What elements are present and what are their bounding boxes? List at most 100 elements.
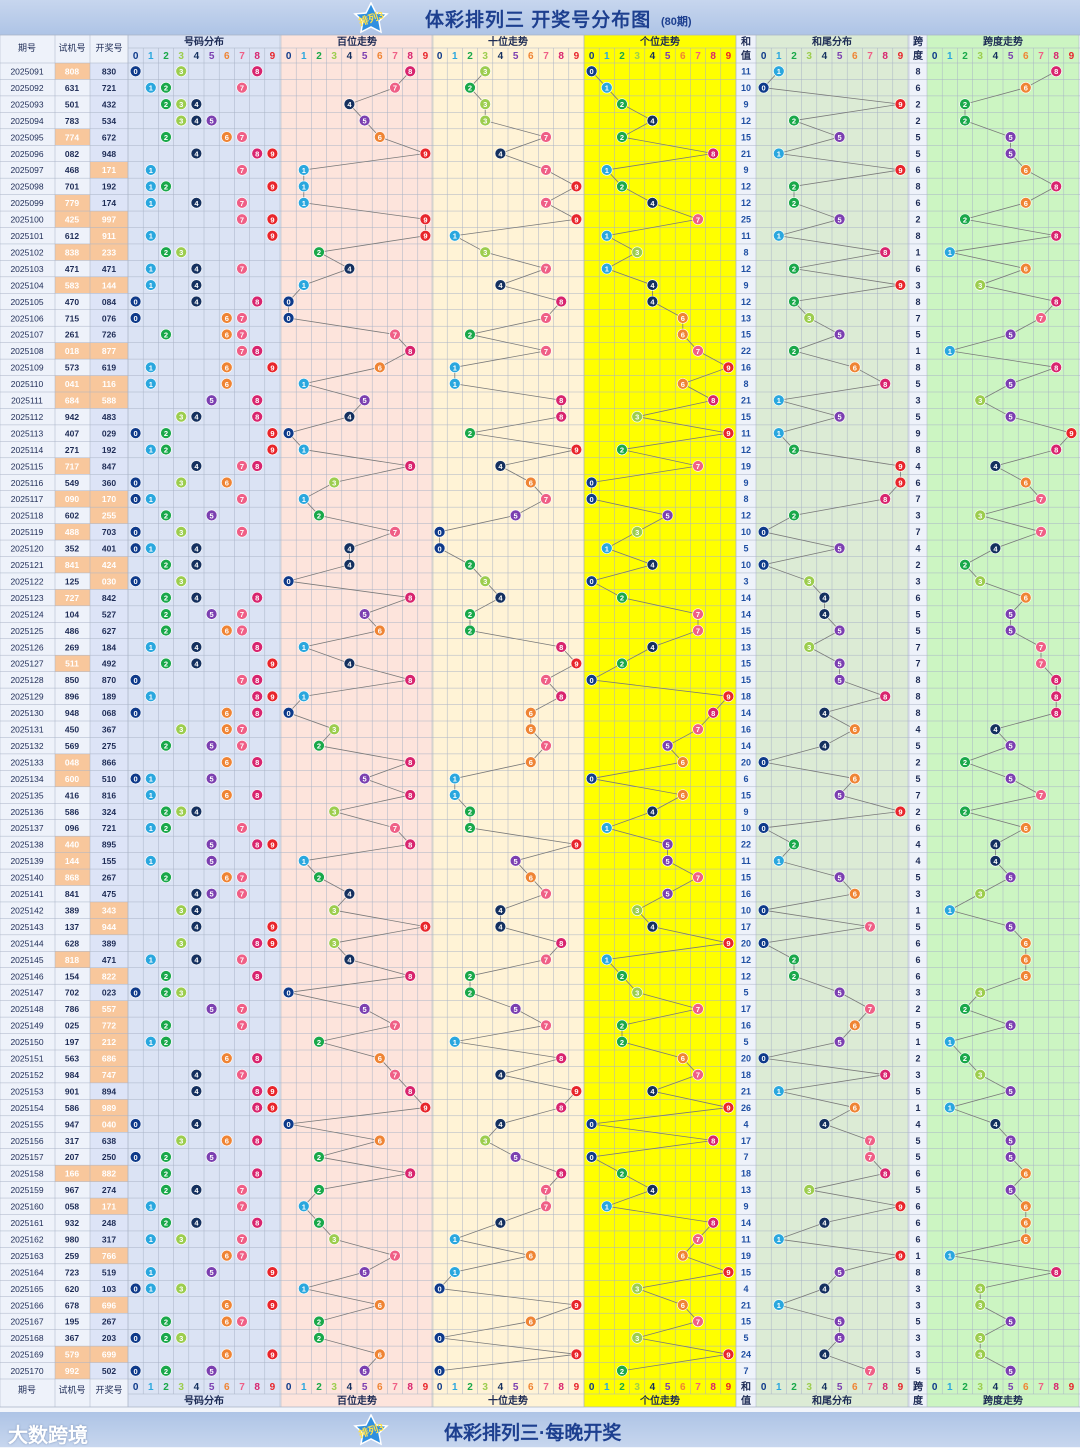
units-ball — [616, 443, 628, 456]
sum-cell: 13 — [741, 1185, 751, 1195]
span-cell: 2 — [915, 1054, 920, 1064]
tens-ball-label: 7 — [544, 265, 548, 274]
tens-ball-label: 0 — [438, 544, 442, 553]
span-ball — [1020, 1167, 1032, 1180]
distribution-ball-label: 0 — [134, 478, 138, 487]
distribution-ball-label: 0 — [134, 495, 138, 504]
trial-cell: 868 — [65, 873, 79, 883]
draw-cell: 747 — [102, 1070, 116, 1080]
span-ball-label: 8 — [1054, 298, 1058, 307]
trial-cell: 602 — [65, 511, 79, 521]
draw-cell: 040 — [102, 1119, 116, 1129]
header-digit: 6 — [680, 1382, 686, 1393]
hundreds-ball — [328, 1233, 340, 1245]
period-cell: 2025111 — [11, 396, 43, 406]
trial-cell: 450 — [65, 725, 79, 735]
header-digit: 9 — [423, 1382, 429, 1393]
span-ball-label: 2 — [963, 758, 967, 767]
hundreds-ball-label: 6 — [378, 363, 382, 372]
header-digit: 9 — [1069, 51, 1075, 62]
grid-lines — [0, 35, 1080, 1407]
units-ball — [616, 1019, 628, 1032]
tens-ball-label: 2 — [468, 84, 472, 93]
header-digit: 8 — [254, 51, 260, 62]
sum-cell: 17 — [741, 1136, 751, 1146]
lottery-star-logo-icon — [353, 1414, 389, 1446]
tens-ball-label: 8 — [559, 643, 563, 652]
distribution-ball — [129, 526, 142, 538]
trial-highlight-cell — [55, 836, 90, 853]
sum-tail-ball-label: 8 — [883, 495, 887, 504]
hundreds-ball — [298, 378, 310, 390]
tens-ball — [479, 98, 491, 110]
distribution-ball-label: 4 — [194, 594, 199, 603]
hundreds-ball — [404, 591, 416, 604]
distribution-ball — [221, 871, 233, 883]
tens-ball-label: 2 — [468, 972, 472, 981]
distribution-ball-label: 1 — [149, 956, 153, 965]
hundreds-ball-label: 7 — [393, 330, 397, 339]
hundreds-ball-label: 9 — [423, 923, 427, 932]
header-digit: 4 — [822, 1382, 828, 1393]
distribution-ball — [221, 328, 233, 341]
hundreds-ball — [313, 1217, 325, 1229]
tens-ball-label: 7 — [544, 199, 548, 208]
sum-cell: 12 — [741, 297, 751, 307]
header-digit: 3 — [634, 51, 640, 62]
distribution-ball-label: 3 — [179, 577, 183, 586]
span-ball-label: 3 — [978, 1071, 982, 1080]
tens-ball-label: 1 — [453, 232, 457, 241]
span-cell: 5 — [915, 412, 920, 422]
tens-ball — [570, 443, 583, 456]
sum-tail-ball-label: 1 — [777, 67, 781, 76]
distribution-ball — [175, 904, 187, 916]
period-cell: 2025103 — [10, 264, 43, 274]
draw-cell: 192 — [102, 182, 116, 192]
tens-ball-label: 2 — [468, 561, 472, 570]
tens-ball-label: 6 — [529, 478, 533, 487]
hundreds-ball — [358, 1003, 371, 1015]
sum-cell: 11 — [741, 856, 751, 866]
tens-ball — [540, 131, 552, 143]
sum-tail-ball — [788, 509, 800, 522]
tens-ball-label: 9 — [574, 215, 578, 224]
distribution-ball-label: 7 — [240, 676, 244, 685]
period-cell: 2025123 — [10, 593, 43, 603]
sum-cell: 14 — [741, 1218, 751, 1228]
distribution-ball-label: 0 — [134, 67, 138, 76]
span-ball — [959, 1003, 971, 1015]
distribution-ball — [236, 526, 248, 538]
hundreds-ball-label: 8 — [408, 1169, 412, 1178]
trial-cell: 207 — [65, 1152, 79, 1162]
draw-cell: 502 — [102, 1366, 116, 1376]
header-digit: 3 — [634, 1382, 640, 1393]
span-cell: 8 — [915, 231, 920, 241]
period-cell: 2025140 — [10, 873, 43, 883]
sum-tail-ball — [788, 180, 800, 193]
units-ball-label: 1 — [605, 265, 609, 274]
distribution-ball — [160, 1315, 172, 1328]
tens-ball — [525, 756, 537, 768]
span-cell: 1 — [915, 346, 920, 356]
tens-ball-label: 9 — [574, 1350, 578, 1359]
trial-cell: 125 — [65, 576, 79, 586]
span-ball-label: 2 — [963, 117, 967, 126]
span-ball-label: 5 — [1009, 775, 1013, 784]
distribution-ball — [175, 1134, 187, 1147]
span-cell: 7 — [915, 642, 920, 652]
distribution-ball-label: 1 — [149, 84, 153, 93]
trial-cell: 486 — [65, 626, 79, 636]
sum-cell: 5 — [743, 1333, 748, 1343]
period-cell: 2025169 — [10, 1350, 43, 1360]
distribution-ball — [205, 394, 218, 406]
span-ball — [1004, 1019, 1017, 1032]
span-ball — [959, 114, 971, 127]
sum-tail-ball-label: 5 — [838, 330, 842, 339]
span-ball — [1004, 378, 1017, 390]
tens-ball — [570, 838, 583, 851]
units-ball-label: 3 — [635, 248, 639, 257]
span-cell: 5 — [915, 149, 920, 159]
distribution-ball-label: 2 — [164, 1219, 168, 1228]
tens-ball — [525, 1249, 537, 1262]
sum-tail-ball-label: 5 — [838, 988, 842, 997]
